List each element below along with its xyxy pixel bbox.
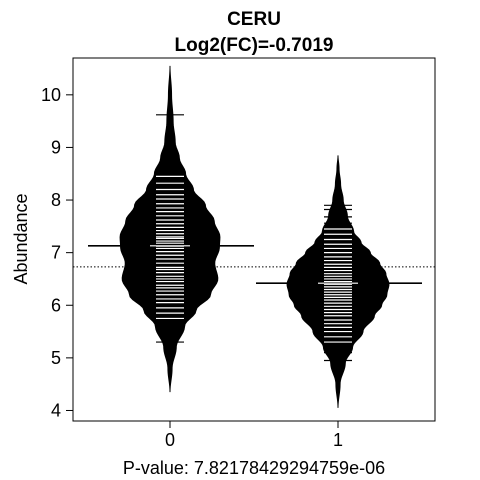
x-tick-label-1: 1 bbox=[333, 430, 343, 450]
y-tick-label-6: 6 bbox=[51, 295, 61, 315]
y-tick-label-9: 9 bbox=[51, 137, 61, 157]
y-tick-label-4: 4 bbox=[51, 400, 61, 420]
bean-density-0 bbox=[119, 65, 221, 393]
chart-subtitle: Log2(FC)=-0.7019 bbox=[175, 35, 334, 56]
y-axis-label: Abundance bbox=[11, 193, 31, 284]
y-tick-label-7: 7 bbox=[51, 243, 61, 263]
y-axis: 4 5 6 7 8 9 10 bbox=[41, 85, 74, 420]
chart-title: CERU bbox=[227, 9, 281, 30]
bean-0 bbox=[88, 65, 254, 393]
x-axis-label: P-value: 7.82178429294759e-06 bbox=[123, 458, 385, 478]
x-tick-label-0: 0 bbox=[165, 430, 175, 450]
y-tick-label-5: 5 bbox=[51, 348, 61, 368]
y-tick-label-10: 10 bbox=[41, 85, 61, 105]
y-tick-label-8: 8 bbox=[51, 190, 61, 210]
bean-1 bbox=[256, 155, 422, 408]
plot-area bbox=[73, 65, 435, 408]
